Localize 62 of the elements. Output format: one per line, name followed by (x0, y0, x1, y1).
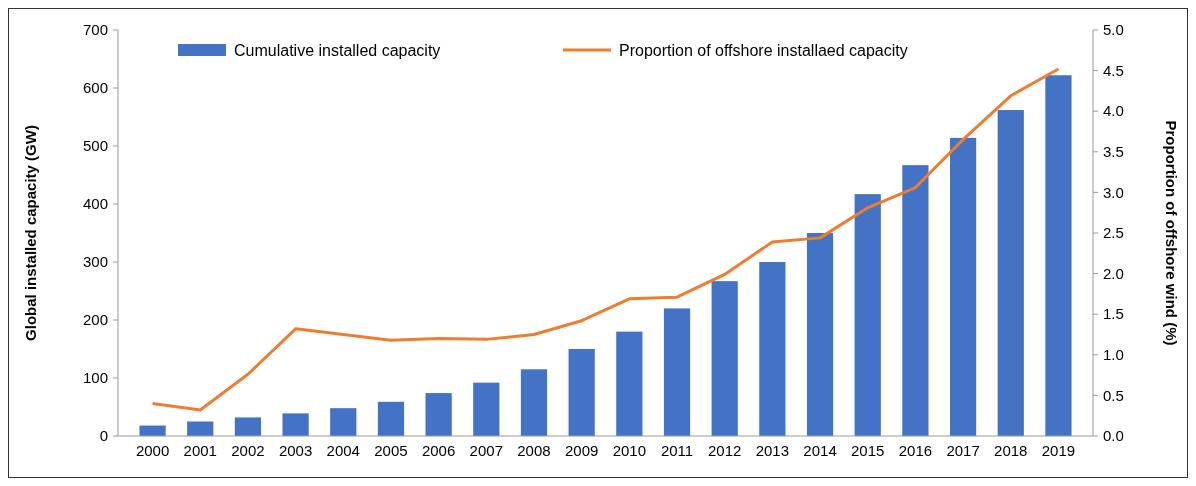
y2-tick-label: 3.5 (1103, 143, 1124, 161)
y-tick-label: 600 (82, 79, 108, 97)
x-tick-label: 2006 (421, 442, 456, 459)
y2-axis-title: Proportion of offshore wind (%) (1163, 120, 1180, 346)
y2-tick-label: 0.0 (1103, 427, 1124, 445)
bar (520, 369, 548, 436)
x-tick-label: 2000 (135, 442, 170, 459)
legend-label: Proportion of offshore installaed capacity (619, 41, 908, 59)
x-tick-label: 2018 (994, 442, 1028, 459)
bar (759, 262, 786, 436)
x-tick-label: 2015 (851, 442, 885, 459)
bar (854, 194, 881, 436)
bar (711, 281, 738, 436)
x-tick-label: 2004 (326, 442, 360, 459)
bar (616, 331, 643, 436)
y2-tick-label: 2.0 (1103, 264, 1124, 282)
x-tick-label: 2009 (564, 442, 599, 459)
y-tick-label: 200 (82, 311, 108, 329)
x-tick-label: 2010 (612, 442, 647, 459)
bar (282, 413, 309, 436)
bar (234, 417, 262, 436)
bar (568, 349, 595, 436)
legend-label: Cumulative installed capacity (234, 41, 441, 59)
y-tick-label: 400 (82, 195, 108, 213)
y2-tick-label: 0.5 (1103, 386, 1124, 404)
line-series (151, 67, 1060, 412)
y2-tick-label: 4.5 (1103, 61, 1124, 79)
bar (663, 308, 691, 436)
y2-tick-label: 5.0 (1103, 21, 1124, 39)
bar (806, 233, 834, 436)
y-axis-title: Global installed capacity (GW) (22, 125, 39, 341)
y2-tick-label: 2.5 (1103, 224, 1124, 242)
y2-tick-label: 1.5 (1103, 305, 1124, 323)
y-tick-label: 700 (82, 21, 108, 39)
x-tick-label: 2001 (183, 442, 217, 459)
bar (425, 393, 452, 436)
y2-tick-label: 1.0 (1103, 346, 1124, 364)
bar (473, 382, 500, 436)
bar (997, 110, 1024, 436)
y2-tick-label: 3.0 (1103, 183, 1124, 201)
x-tick-label: 2017 (946, 442, 980, 459)
x-tick-label: 2007 (469, 442, 503, 459)
x-tick-label: 2016 (898, 442, 933, 459)
x-tick-label: 2013 (755, 442, 790, 459)
x-tick-label: 2005 (374, 442, 408, 459)
x-tick-label: 2002 (231, 442, 265, 459)
y-tick-label: 0 (99, 427, 108, 445)
bar (1045, 75, 1072, 436)
x-tick-label: 2014 (803, 442, 837, 459)
bar (377, 401, 405, 436)
x-tick-label: 2003 (278, 442, 313, 459)
y-tick-label: 500 (82, 137, 108, 155)
x-tick-label: 2008 (517, 442, 551, 459)
bar (330, 408, 357, 436)
bar (949, 137, 977, 436)
x-tick-label: 2019 (1041, 442, 1076, 459)
y-tick-label: 100 (82, 369, 108, 387)
x-tick-label: 2012 (708, 442, 742, 459)
y-tick-label: 300 (82, 253, 108, 271)
bar (902, 165, 929, 436)
y2-tick-label: 4.0 (1103, 102, 1124, 120)
x-tick-label: 2011 (660, 442, 694, 459)
